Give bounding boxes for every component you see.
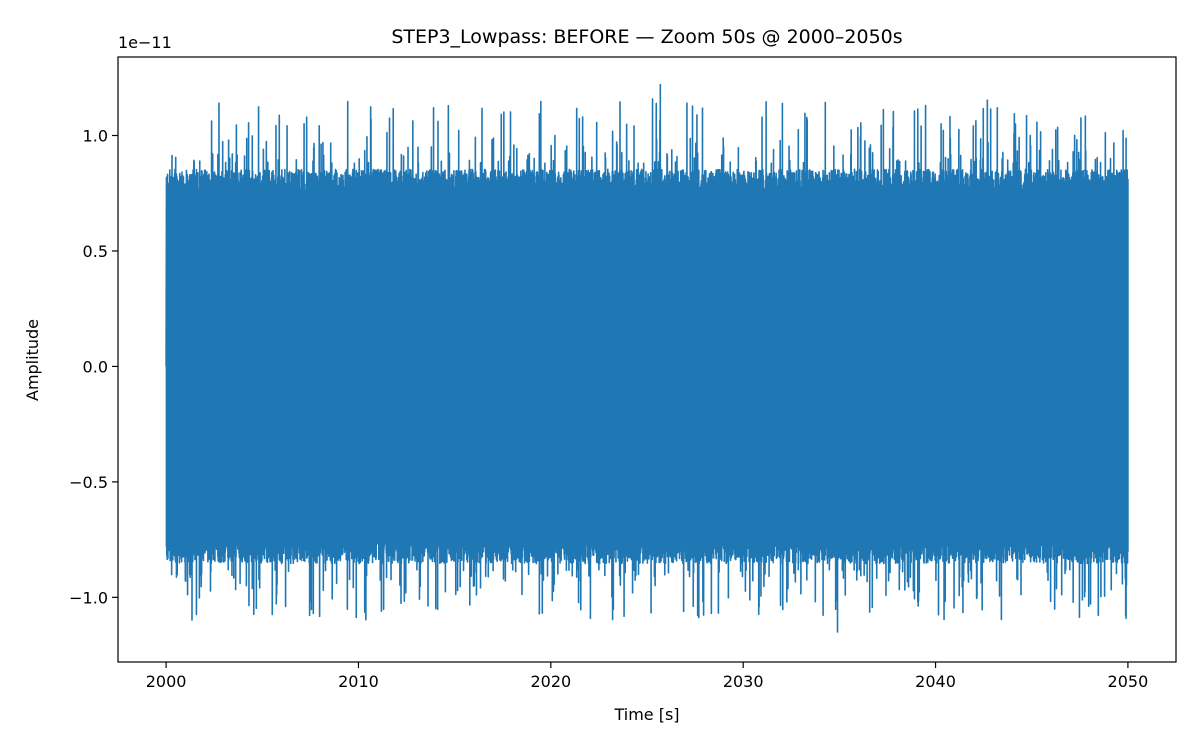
x-tick-label: 2040 <box>915 672 956 691</box>
y-axis-offset-label: 1e−11 <box>118 33 172 52</box>
x-tick-label: 2030 <box>723 672 764 691</box>
x-tick-label: 2000 <box>146 672 187 691</box>
x-tick-label: 2010 <box>338 672 379 691</box>
y-tick-label: 1.0 <box>83 127 108 146</box>
y-tick-label: 0.5 <box>83 242 108 261</box>
x-axis-label: Time [s] <box>613 705 679 724</box>
chart-title: STEP3_Lowpass: BEFORE — Zoom 50s @ 2000–… <box>391 26 902 48</box>
y-tick-label: 0.0 <box>83 357 108 376</box>
y-tick-label: −0.5 <box>69 473 108 492</box>
x-axis: 2000 2010 2020 2030 2040 2050 <box>146 662 1149 691</box>
axes-frame <box>117 56 1177 663</box>
plot-area <box>165 83 1129 633</box>
signal-series <box>165 83 1129 633</box>
series-line <box>165 83 1129 633</box>
y-tick-label: −1.0 <box>69 588 108 607</box>
y-axis-label: Amplitude <box>23 319 42 401</box>
x-tick-label: 2020 <box>530 672 571 691</box>
y-axis: −1.0 −0.5 0.0 0.5 1.0 <box>69 127 118 607</box>
x-tick-label: 2050 <box>1108 672 1149 691</box>
